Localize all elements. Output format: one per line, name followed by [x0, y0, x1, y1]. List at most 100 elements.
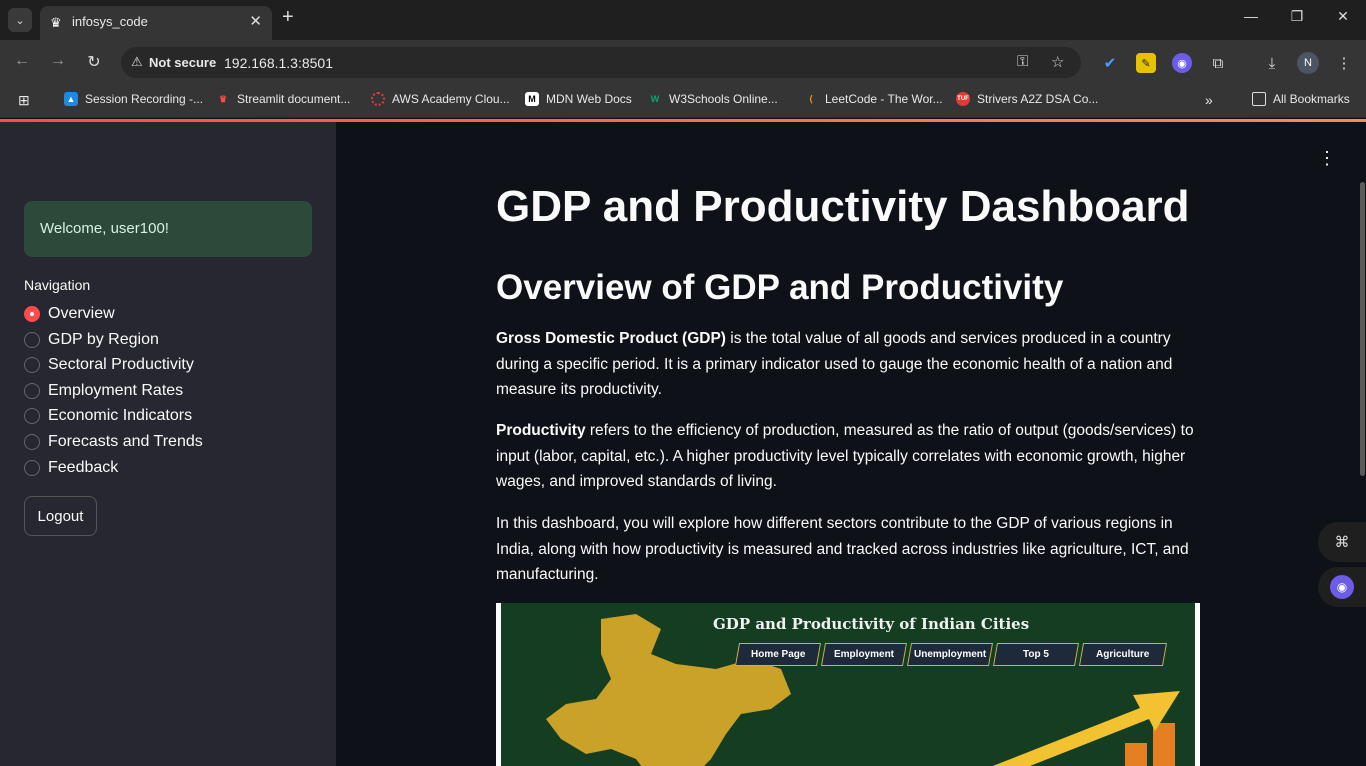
- bookmark-session-recording[interactable]: ▲ Session Recording -...: [64, 92, 203, 106]
- hero-agriculture-button: Agriculture: [1078, 643, 1168, 666]
- productivity-paragraph: Productivity refers to the efficiency of…: [496, 418, 1204, 495]
- bookmark-label: Strivers A2Z DSA Co...: [977, 92, 1099, 106]
- forward-icon[interactable]: →: [50, 52, 66, 69]
- apps-grid-icon[interactable]: ⊞: [18, 92, 30, 108]
- radio-icon[interactable]: [24, 460, 40, 476]
- floating-assistant-icon[interactable]: ◉: [1318, 567, 1366, 607]
- india-map-icon: [546, 614, 791, 766]
- extension-check-icon[interactable]: ✔: [1103, 55, 1117, 72]
- w3schools-icon: W: [650, 94, 660, 104]
- gdp-definition: is the total value of all goods and serv…: [496, 330, 1173, 398]
- hero-button-label: Agriculture: [1096, 649, 1150, 660]
- nav-radio-sectoral-productivity[interactable]: Sectoral Productivity: [24, 356, 194, 374]
- section-heading: Overview of GDP and Productivity: [496, 268, 1064, 307]
- bookmark-streamlit[interactable]: ♛ Streamlit document...: [216, 92, 350, 106]
- bookmark-mdn[interactable]: M MDN Web Docs: [525, 92, 632, 106]
- url-text[interactable]: 192.168.1.3:8501: [224, 55, 333, 71]
- productivity-term: Productivity: [496, 422, 586, 439]
- hero-image-title: GDP and Productivity of Indian Cities: [713, 615, 1030, 633]
- bookmarks-bar: ⊞ ▲ Session Recording -... ♛ Streamlit doc…: [0, 84, 1366, 118]
- floating-apps-icon[interactable]: ⌘: [1318, 522, 1366, 562]
- bookmark-label: LeetCode - The Wor...: [825, 92, 943, 106]
- downloads-icon[interactable]: ⤓: [1268, 54, 1276, 72]
- hero-image-content: GDP and Productivity of Indian Cities Ho…: [501, 603, 1195, 766]
- productivity-definition: refers to the efficiency of production, …: [496, 422, 1194, 490]
- logout-button[interactable]: Logout: [24, 496, 97, 536]
- dashboard-intro-paragraph: In this dashboard, you will explore how …: [496, 515, 1189, 583]
- bookmark-label: Streamlit document...: [237, 92, 351, 106]
- profile-avatar[interactable]: N: [1297, 52, 1319, 74]
- password-key-icon[interactable]: ⚿: [1017, 53, 1029, 70]
- restore-icon[interactable]: ❐: [1290, 8, 1304, 24]
- hero-employment-button: Employment: [820, 643, 908, 666]
- browser-menu-icon[interactable]: ⋮: [1336, 55, 1352, 72]
- streamlit-favicon-icon: ♛: [50, 15, 62, 30]
- streamlit-icon: ♛: [218, 93, 228, 104]
- hero-button-label: Employment: [833, 649, 894, 660]
- nav-radio-label: Economic Indicators: [48, 407, 193, 424]
- nav-radio-label: Forecasts and Trends: [48, 433, 203, 450]
- hero-button-label: Home Page: [750, 649, 806, 660]
- browser-toolbar: ← → ↻ ⚠ Not secure 192.168.1.3:8501 ⚿ ☆ …: [0, 40, 1366, 84]
- hero-button-label: Unemployment: [913, 649, 987, 660]
- hero-unemployment-button: Unemployment: [906, 643, 994, 666]
- growth-arrow-icon: [992, 691, 1180, 766]
- nav-radio-employment-rates[interactable]: Employment Rates: [24, 382, 183, 400]
- welcome-message: Welcome, user100!: [24, 201, 312, 257]
- browser-tab[interactable]: ♛ infosys_code ✕: [40, 6, 272, 40]
- extensions-puzzle-icon[interactable]: ⧉: [1212, 54, 1224, 72]
- nav-radio-label: Sectoral Productivity: [48, 356, 194, 373]
- nav-radio-feedback[interactable]: Feedback: [24, 459, 118, 477]
- bookmark-star-icon[interactable]: ☆: [1051, 54, 1065, 71]
- page-scrollbar[interactable]: [1360, 182, 1365, 476]
- folder-icon: [1252, 92, 1266, 106]
- nav-radio-label: Overview: [48, 305, 115, 322]
- not-secure-label[interactable]: Not secure: [149, 55, 217, 70]
- tab-search-icon[interactable]: ⌄: [8, 8, 32, 32]
- minimize-icon[interactable]: —: [1244, 8, 1258, 24]
- nav-radio-economic-indicators[interactable]: Economic Indicators: [24, 407, 192, 425]
- hero-top5-button: Top 5: [992, 643, 1080, 666]
- more-bookmarks-icon[interactable]: »: [1205, 92, 1213, 108]
- reload-icon[interactable]: ↻: [87, 54, 101, 71]
- bookmark-aws-academy[interactable]: AWS Academy Clou...: [371, 92, 510, 106]
- radio-icon[interactable]: [24, 332, 40, 348]
- radio-selected-icon[interactable]: [24, 306, 40, 322]
- leetcode-icon: ⟨: [809, 93, 813, 104]
- radio-icon[interactable]: [24, 434, 40, 450]
- all-bookmarks[interactable]: All Bookmarks: [1252, 92, 1350, 106]
- bookmark-label: W3Schools Online...: [669, 92, 778, 106]
- warning-icon: ⚠: [131, 54, 143, 69]
- hero-image: GDP and Productivity of Indian Cities Ho…: [496, 603, 1200, 766]
- back-icon[interactable]: ←: [14, 52, 30, 69]
- streamlit-header-decoration: [0, 119, 1366, 122]
- extension-todo-icon[interactable]: ✎: [1136, 53, 1156, 73]
- radio-icon[interactable]: [24, 357, 40, 373]
- nav-radio-label: GDP by Region: [48, 331, 159, 348]
- bookmark-w3schools[interactable]: W W3Schools Online...: [648, 92, 778, 106]
- close-window-icon[interactable]: ✕: [1337, 8, 1349, 24]
- gdp-term: Gross Domestic Product (GDP): [496, 330, 726, 347]
- nav-radio-label: Feedback: [48, 459, 119, 476]
- radio-icon[interactable]: [24, 408, 40, 424]
- page-title: GDP and Productivity Dashboard: [496, 182, 1190, 231]
- bookmark-leetcode[interactable]: ⟨ LeetCode - The Wor...: [804, 92, 943, 106]
- mdn-icon: M: [525, 92, 539, 106]
- hero-button-label: Top 5: [1023, 649, 1049, 660]
- nav-radio-overview[interactable]: Overview: [24, 305, 115, 323]
- address-bar[interactable]: ⚠ Not secure 192.168.1.3:8501 ⚿ ☆: [121, 47, 1081, 78]
- tab-close-icon[interactable]: ✕: [249, 13, 262, 30]
- browser-tab-bar: ⌄ ♛ infosys_code ✕ + — ❐ ✕: [0, 0, 1366, 40]
- app-menu-icon[interactable]: ⋮: [1318, 148, 1336, 168]
- radio-icon[interactable]: [24, 383, 40, 399]
- nav-radio-gdp-by-region[interactable]: GDP by Region: [24, 331, 159, 349]
- bookmark-strivers[interactable]: TUF Strivers A2Z DSA Co...: [956, 92, 1098, 106]
- tuf-icon: TUF: [956, 92, 970, 106]
- bookmark-label: MDN Web Docs: [546, 92, 632, 106]
- drive-icon: ▲: [64, 92, 78, 106]
- nav-radio-forecasts-trends[interactable]: Forecasts and Trends: [24, 433, 203, 451]
- new-tab-icon[interactable]: +: [282, 6, 294, 28]
- gdp-paragraph: Gross Domestic Product (GDP) is the tota…: [496, 326, 1204, 403]
- aws-icon: [371, 92, 385, 106]
- extension-bot-icon[interactable]: ◉: [1172, 53, 1192, 73]
